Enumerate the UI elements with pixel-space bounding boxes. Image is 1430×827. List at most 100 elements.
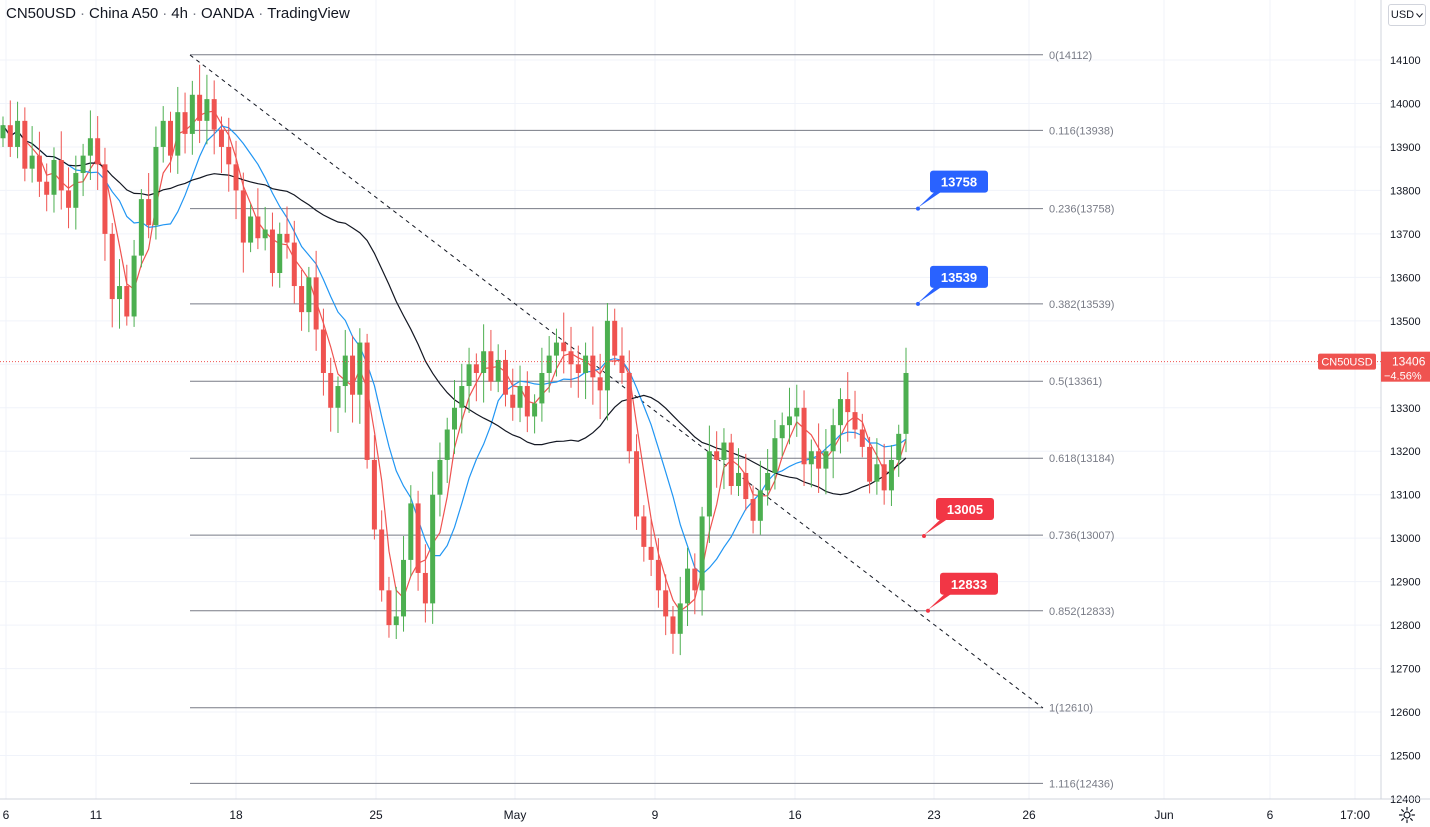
candle-body[interactable] xyxy=(772,438,778,473)
candle-body[interactable] xyxy=(29,155,35,169)
candle-body[interactable] xyxy=(204,99,210,121)
candle-body[interactable] xyxy=(58,159,64,191)
candle-body[interactable] xyxy=(320,329,326,373)
price-callout[interactable]: 12833 xyxy=(926,572,998,613)
candle-body[interactable] xyxy=(277,233,283,274)
candle-body[interactable] xyxy=(240,190,246,243)
candle-body[interactable] xyxy=(36,155,42,182)
candle-body[interactable] xyxy=(364,342,370,460)
candle-body[interactable] xyxy=(408,503,414,560)
candle-body[interactable] xyxy=(845,399,851,413)
candle-body[interactable] xyxy=(874,464,880,482)
candle-body[interactable] xyxy=(357,342,363,395)
candle-body[interactable] xyxy=(350,355,356,395)
candle-body[interactable] xyxy=(379,529,385,591)
candle-body[interactable] xyxy=(117,286,123,300)
candle-body[interactable] xyxy=(248,216,254,243)
candle-body[interactable] xyxy=(153,146,159,226)
candle-body[interactable] xyxy=(328,372,334,408)
candle-body[interactable] xyxy=(291,242,297,287)
candle-body[interactable] xyxy=(801,407,807,465)
candle-body[interactable] xyxy=(95,138,101,165)
candle-body[interactable] xyxy=(641,516,647,547)
candle-body[interactable] xyxy=(881,464,887,491)
candle-body[interactable] xyxy=(706,451,712,517)
candle-body[interactable] xyxy=(51,159,57,195)
candle-body[interactable] xyxy=(255,216,261,239)
candle-body[interactable] xyxy=(146,199,152,226)
candle-body[interactable] xyxy=(87,138,93,156)
candle-body[interactable] xyxy=(604,320,610,391)
candle-body[interactable] xyxy=(750,499,756,521)
candle-body[interactable] xyxy=(444,429,450,460)
candle-body[interactable] xyxy=(466,364,472,387)
candle-body[interactable] xyxy=(226,146,232,165)
candle-body[interactable] xyxy=(189,94,195,134)
candle-body[interactable] xyxy=(313,277,319,330)
candle-body[interactable] xyxy=(430,494,436,604)
descending-trend-line[interactable] xyxy=(189,54,1044,709)
candle-body[interactable] xyxy=(182,112,188,134)
candle-body[interactable] xyxy=(211,99,217,130)
candle-body[interactable] xyxy=(502,359,508,395)
candle-body[interactable] xyxy=(386,590,392,626)
candle-body[interactable] xyxy=(299,286,305,313)
candle-body[interactable] xyxy=(371,459,377,530)
candle-body[interactable] xyxy=(80,155,86,174)
candle-body[interactable] xyxy=(830,425,836,452)
candle-body[interactable] xyxy=(124,286,130,317)
candle-body[interactable] xyxy=(736,472,742,487)
candle-body[interactable] xyxy=(786,416,792,426)
candle-body[interactable] xyxy=(138,199,144,256)
candle-body[interactable] xyxy=(284,233,290,243)
candle-body[interactable] xyxy=(597,377,603,391)
candle-body[interactable] xyxy=(626,372,632,452)
candle-body[interactable] xyxy=(473,364,479,373)
candle-body[interactable] xyxy=(422,572,428,604)
candle-body[interactable] xyxy=(66,190,72,208)
candle-body[interactable] xyxy=(663,590,669,617)
candle-body[interactable] xyxy=(532,403,538,417)
candle-body[interactable] xyxy=(524,386,530,417)
candle-body[interactable] xyxy=(837,399,843,426)
candle-body[interactable] xyxy=(903,372,909,434)
candle-body[interactable] xyxy=(575,364,581,373)
candle-body[interactable] xyxy=(167,120,173,156)
candle-body[interactable] xyxy=(175,112,181,156)
candle-body[interactable] xyxy=(44,181,50,195)
candle-body[interactable] xyxy=(867,446,873,482)
candle-body[interactable] xyxy=(546,355,552,373)
candle-body[interactable] xyxy=(437,459,443,495)
candle-body[interactable] xyxy=(816,451,822,469)
candle-body[interactable] xyxy=(619,355,625,373)
candle-body[interactable] xyxy=(553,342,559,356)
candle-body[interactable] xyxy=(342,355,348,387)
candle-body[interactable] xyxy=(335,386,341,408)
candle-body[interactable] xyxy=(561,342,567,352)
candle-body[interactable] xyxy=(539,372,545,404)
candle-body[interactable] xyxy=(743,472,749,500)
candle-body[interactable] xyxy=(757,490,763,521)
candle-body[interactable] xyxy=(590,355,596,378)
candle-body[interactable] xyxy=(393,616,399,626)
currency-button[interactable]: USD xyxy=(1388,4,1426,26)
candle-body[interactable] xyxy=(655,559,661,591)
candle-body[interactable] xyxy=(73,173,79,208)
candle-body[interactable] xyxy=(896,433,902,460)
candle-body[interactable] xyxy=(401,559,407,617)
candle-body[interactable] xyxy=(699,516,705,591)
candle-body[interactable] xyxy=(765,472,771,491)
candle-body[interactable] xyxy=(517,386,523,408)
candle-body[interactable] xyxy=(233,164,239,191)
candle-body[interactable] xyxy=(714,451,720,460)
candle-body[interactable] xyxy=(102,164,108,234)
candle-body[interactable] xyxy=(677,603,683,634)
candle-body[interactable] xyxy=(568,351,574,365)
candle-body[interactable] xyxy=(852,412,858,430)
candle-body[interactable] xyxy=(197,94,203,121)
candle-body[interactable] xyxy=(131,255,137,317)
candle-body[interactable] xyxy=(7,125,13,147)
candle-body[interactable] xyxy=(0,125,6,139)
candle-body[interactable] xyxy=(612,320,618,356)
